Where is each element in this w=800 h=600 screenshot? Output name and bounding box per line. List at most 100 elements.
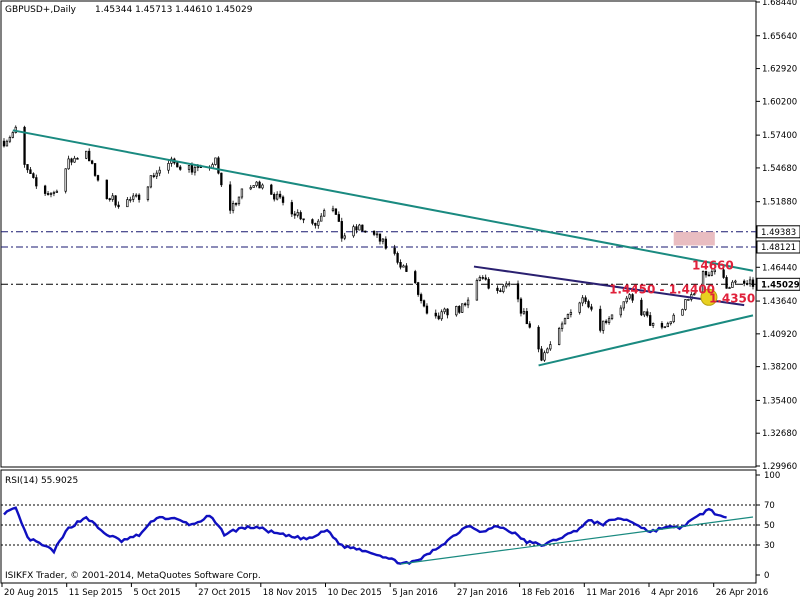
price-level-label-box	[756, 240, 800, 254]
candle-body	[70, 158, 73, 163]
price-annotation: 1.4350	[709, 292, 755, 306]
candle-body	[443, 308, 446, 313]
candle-body	[569, 312, 573, 315]
candle-body	[220, 172, 223, 186]
candle-body	[231, 203, 235, 211]
candle-body	[543, 352, 546, 361]
candle-body	[651, 323, 655, 326]
candle-body	[187, 165, 191, 170]
candle-body	[23, 126, 26, 165]
candle-body	[317, 220, 320, 226]
candle-body	[132, 195, 135, 200]
candle-body	[734, 280, 737, 283]
candle-body	[137, 194, 141, 200]
ohlc-readout: 1.45344 1.45713 1.44610 1.45029	[95, 5, 253, 15]
price-tick-label: 1.60200	[762, 97, 797, 107]
candle-body	[378, 233, 382, 242]
rsi-panel	[1, 504, 756, 566]
price-tick-label: 1.46440	[762, 263, 797, 273]
candle-body	[713, 269, 716, 273]
candle-body	[76, 157, 79, 160]
rsi-tick-label: 70	[764, 501, 775, 511]
candle-body	[299, 212, 302, 220]
candle-body	[167, 162, 170, 171]
candle-body	[693, 293, 696, 296]
candle-body	[35, 177, 38, 187]
candle-body	[67, 158, 70, 170]
candle-body	[314, 222, 317, 226]
rsi-panel-border	[0, 469, 757, 584]
candle-body	[381, 238, 385, 242]
candle-body	[105, 179, 108, 199]
candle-body	[352, 226, 355, 237]
candle-body	[129, 198, 132, 201]
candle-body	[152, 175, 155, 177]
candle-body	[581, 297, 584, 304]
candle-body	[252, 185, 255, 188]
price-tick-label: 1.57400	[762, 131, 797, 141]
price-level-label-box	[756, 225, 800, 239]
support-marker-circle	[700, 288, 718, 306]
trendline-descending-resistance	[12, 129, 754, 272]
candle-body	[229, 184, 232, 211]
candle-body	[73, 157, 76, 163]
candle-body	[149, 175, 153, 188]
candle-body	[425, 305, 429, 314]
candle-body	[217, 157, 220, 174]
price-annotation: 14660	[692, 258, 734, 272]
candle-body	[437, 315, 440, 320]
candle-body	[355, 226, 358, 231]
candle-body	[340, 221, 343, 239]
candle-body	[273, 193, 276, 200]
rsi-title: RSI(14) 55.9025	[5, 476, 78, 486]
candle-body	[751, 279, 755, 287]
candle-body	[484, 277, 487, 280]
candle-body	[399, 261, 402, 268]
price-tick-label: 1.65640	[762, 32, 797, 42]
date-tick-label: 20 Aug 2015	[4, 588, 58, 598]
candle-body	[646, 311, 649, 316]
candle-body	[29, 169, 32, 174]
candle-body	[663, 326, 667, 329]
candle-body	[302, 218, 305, 221]
candle-body	[672, 314, 675, 323]
candle-body	[578, 302, 581, 313]
candle-body	[90, 160, 94, 164]
candle-body	[684, 299, 687, 310]
candle-body	[731, 281, 734, 288]
candle-body	[704, 271, 708, 276]
candle-body	[516, 283, 520, 300]
candle-body	[240, 188, 244, 198]
date-tick-label: 11 Mar 2016	[586, 588, 640, 598]
candle-body	[687, 299, 690, 301]
price-tick-label: 1.40920	[762, 330, 797, 340]
candle-body	[649, 315, 652, 326]
candle-body	[270, 184, 273, 195]
price-tick-label: 1.38200	[762, 363, 797, 373]
trendline-ascending-support	[538, 314, 754, 367]
price-level-label: 1.49383	[761, 228, 796, 238]
candle-body	[499, 290, 502, 292]
candle-body	[331, 208, 335, 211]
candle-body	[549, 344, 552, 350]
candle-body	[32, 173, 35, 178]
candle-body	[158, 169, 161, 174]
candle-body	[599, 308, 602, 331]
candle-body	[402, 265, 405, 268]
price-tick-label: 1.35400	[762, 396, 797, 406]
candle-body	[361, 224, 364, 232]
candle-body	[525, 311, 528, 325]
candle-body	[610, 314, 614, 320]
candle-body	[343, 235, 346, 239]
candle-body	[446, 308, 449, 316]
candle-body	[434, 312, 437, 317]
candle-body	[234, 203, 238, 205]
candle-body	[258, 181, 261, 189]
candle-body	[622, 301, 625, 309]
candle-body	[475, 280, 479, 301]
candle-body	[481, 277, 484, 279]
candle-body	[422, 300, 426, 307]
candle-body	[85, 150, 88, 159]
candle-body	[334, 208, 338, 215]
candle-body	[375, 233, 379, 236]
